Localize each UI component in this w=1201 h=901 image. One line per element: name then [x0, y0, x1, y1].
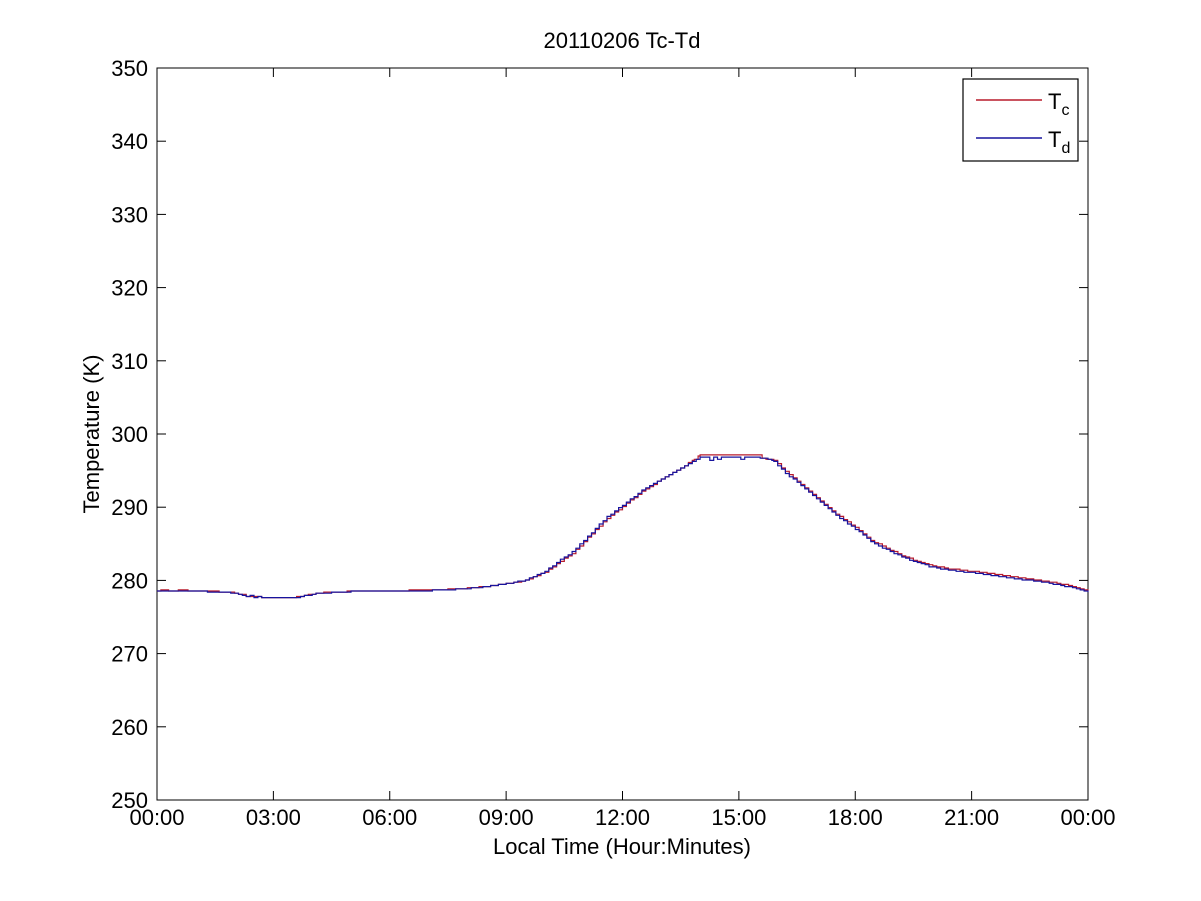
y-tick-label: 270	[111, 642, 148, 667]
legend-border	[962, 78, 1079, 162]
chart-title: 20110206 Tc-Td	[544, 28, 701, 53]
y-tick-label: 290	[111, 495, 148, 520]
legend-label-td: Td	[1048, 127, 1070, 157]
x-axis-label: Local Time (Hour:Minutes)	[493, 834, 751, 859]
y-tick-label: 280	[111, 568, 148, 593]
x-tick-label: 03:00	[246, 805, 301, 830]
tick-labels-group: 00:00 03:00 06:00 09:00 12:00 15:00 18:00 21:00…	[111, 56, 1115, 830]
series-group	[157, 454, 1089, 599]
y-tick-label: 340	[111, 129, 148, 154]
series-line-tc	[157, 454, 1089, 599]
x-tick-label: 06:00	[362, 805, 417, 830]
y-tick-label: 330	[111, 202, 148, 227]
x-tick-label: 21:00	[944, 805, 999, 830]
legend-label-tc-sub: c	[1061, 102, 1069, 119]
x-tick-label: 00:00	[1060, 805, 1115, 830]
y-tick-label: 350	[111, 56, 148, 81]
y-tick-label: 250	[111, 788, 148, 813]
legend-label-tc-main: T	[1048, 89, 1061, 114]
y-tick-label: 300	[111, 422, 148, 447]
x-tick-label: 00:00	[129, 805, 184, 830]
y-axis-label: Temperature (K)	[79, 355, 104, 514]
y-tick-label: 310	[111, 349, 148, 374]
legend-label-tc: Tc	[1048, 89, 1069, 119]
legend-label-td-sub: d	[1061, 140, 1070, 157]
series-line-td	[157, 456, 1089, 599]
x-tick-label: 18:00	[828, 805, 883, 830]
plot-border-box	[156, 67, 1089, 801]
x-tick-label: 15:00	[711, 805, 766, 830]
axis-ticks	[156, 67, 1089, 801]
y-tick-label: 260	[111, 715, 148, 740]
legend-label-td-main: T	[1048, 127, 1061, 152]
x-tick-label: 09:00	[479, 805, 534, 830]
x-tick-label: 12:00	[595, 805, 650, 830]
legend-box: Tc Td	[962, 78, 1079, 162]
y-tick-label: 320	[111, 276, 148, 301]
